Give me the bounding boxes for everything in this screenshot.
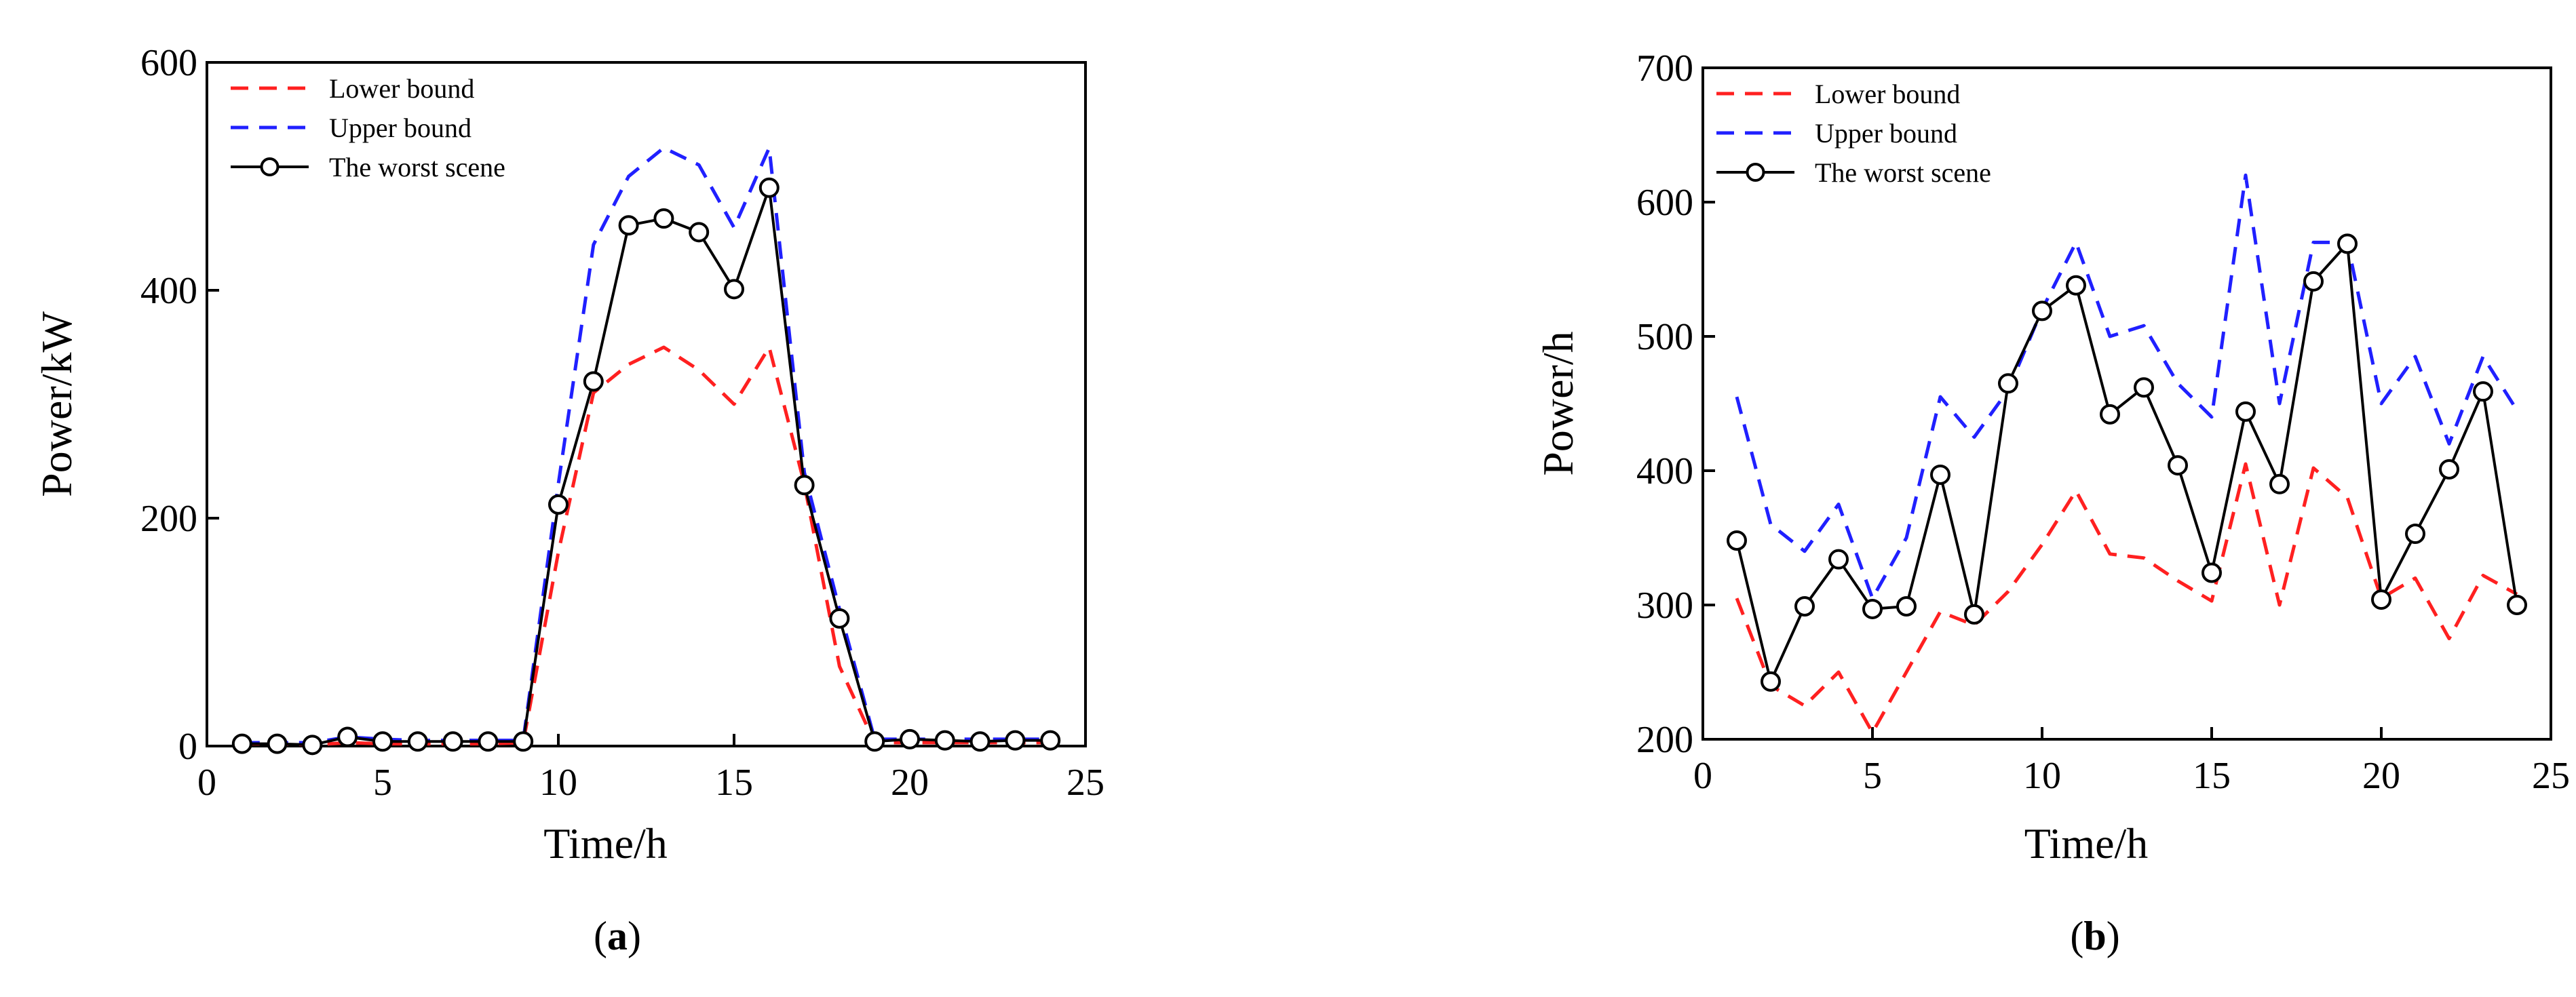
data-point <box>2202 562 2222 583</box>
y-tick-label: 700 <box>1636 47 1693 90</box>
data-point <box>1761 671 1781 692</box>
subfigure-caption: (a) <box>594 914 641 958</box>
data-point <box>689 222 710 243</box>
x-tick-label: 15 <box>715 762 753 804</box>
y-tick-label: 400 <box>140 270 197 312</box>
data-point <box>653 208 674 229</box>
x-tick-label: 15 <box>2193 755 2231 797</box>
data-point <box>2473 381 2493 402</box>
x-axis-label: Time/h <box>543 819 668 867</box>
y-tick-label: 300 <box>1636 585 1693 627</box>
data-point <box>478 731 499 752</box>
data-point <box>231 733 252 754</box>
data-point <box>969 731 991 752</box>
data-point <box>724 279 744 300</box>
legend-label: Upper bound <box>329 113 472 143</box>
y-tick-label: 500 <box>1636 316 1693 358</box>
data-point <box>583 371 604 392</box>
x-tick-label: 10 <box>2023 755 2061 797</box>
data-point <box>900 728 920 749</box>
x-tick-label: 0 <box>1693 755 1712 797</box>
x-tick-label: 25 <box>2532 755 2570 797</box>
y-tick-label: 600 <box>140 42 197 84</box>
y-axis-label: Power/kW <box>33 311 81 497</box>
data-point <box>1040 730 1061 751</box>
series-line-upper-bound <box>242 146 1051 745</box>
data-point <box>267 733 288 754</box>
legend-label: Lower bound <box>329 73 474 104</box>
data-point <box>2507 595 2527 615</box>
x-tick-label: 25 <box>1066 762 1104 804</box>
x-tick-label: 5 <box>1863 755 1882 797</box>
data-point <box>2371 589 2391 610</box>
series-line-the-worst-scene <box>242 186 1051 747</box>
x-tick-label: 20 <box>2362 755 2400 797</box>
y-tick-label: 200 <box>140 498 197 540</box>
y-tick-label: 600 <box>1636 182 1693 224</box>
data-point <box>1930 464 1950 485</box>
data-point <box>302 735 323 756</box>
legend-label: Upper bound <box>1815 118 1957 149</box>
y-tick-label: 400 <box>1636 450 1693 492</box>
data-point <box>2134 377 2154 398</box>
data-point <box>618 215 639 236</box>
data-point <box>794 475 815 496</box>
data-point <box>1862 598 1883 619</box>
data-point <box>337 726 358 747</box>
data-point <box>513 731 534 752</box>
data-point <box>1998 373 2018 394</box>
chart-panel-a: 0 5 10 15 20 25 0 200 400 600 Time/h Power/kW Lower … <box>33 42 1104 958</box>
y-axis-label: Power/h <box>1534 331 1582 475</box>
x-tick-label: 10 <box>539 762 577 804</box>
data-point <box>2066 275 2086 296</box>
data-point <box>2337 233 2358 254</box>
x-axis-label: Time/h <box>2024 819 2149 867</box>
legend-label: Lower bound <box>1815 79 1960 109</box>
data-point <box>2405 524 2425 545</box>
legend-marker <box>260 157 280 176</box>
data-point <box>548 494 569 515</box>
series-line-the-worst-scene <box>1735 242 2518 683</box>
subfigure-caption: (b) <box>2070 914 2119 958</box>
series-line-upper-bound <box>1735 173 2519 600</box>
data-point <box>2100 404 2120 425</box>
data-point <box>1794 595 1815 617</box>
plot-frame <box>1702 66 2552 741</box>
data-point <box>829 608 850 629</box>
data-point <box>407 731 428 752</box>
data-point <box>1727 530 1747 551</box>
series-line-lower-bound <box>242 345 1051 747</box>
x-tick-label: 0 <box>197 762 216 804</box>
data-point <box>2032 300 2052 321</box>
legend-marker <box>1746 163 1765 182</box>
data-point <box>1964 604 1984 625</box>
legend-label: The worst scene <box>329 152 505 182</box>
legend-label: The worst scene <box>1815 157 1991 188</box>
x-tick-label: 5 <box>373 762 392 804</box>
data-point <box>2168 455 2188 476</box>
y-tick-label: 0 <box>178 726 197 768</box>
chart-panel-b: 0 5 10 15 20 25 200 300 400 500 600 700 Time/h Power/… <box>1534 47 2570 958</box>
data-point <box>2303 271 2324 292</box>
plot-frame <box>206 61 1087 747</box>
data-point <box>864 731 885 752</box>
data-point <box>2439 459 2459 480</box>
y-tick-label: 200 <box>1636 719 1693 761</box>
data-point <box>934 730 955 751</box>
data-point <box>2269 473 2290 494</box>
data-point <box>1896 595 1917 617</box>
data-point <box>372 731 393 752</box>
data-point <box>758 177 780 198</box>
data-point <box>1828 549 1849 570</box>
series-line-lower-bound <box>1735 462 2518 735</box>
x-tick-label: 20 <box>891 762 929 804</box>
data-point <box>442 731 463 752</box>
data-point <box>2235 401 2256 422</box>
data-point <box>1005 730 1026 751</box>
